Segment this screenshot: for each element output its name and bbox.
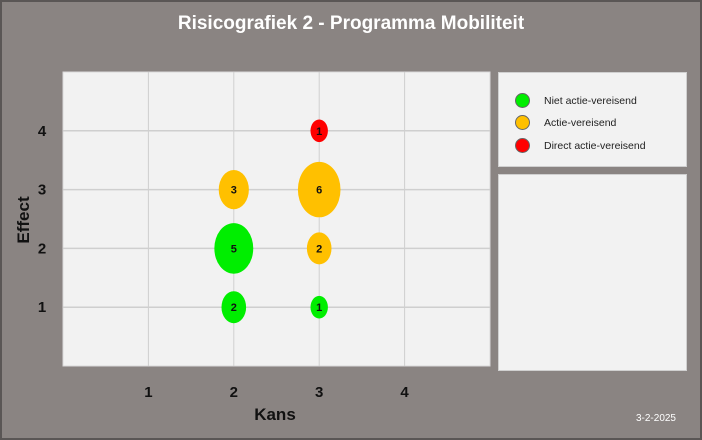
y-tick-label: 1 (38, 299, 46, 316)
y-axis-label: Effect (14, 196, 33, 244)
bubble-label: 1 (316, 302, 322, 314)
x-axis-label: Kans (254, 405, 296, 424)
bubble (214, 223, 254, 274)
x-tick-label: 3 (315, 384, 323, 401)
legend-green-dot-icon (515, 93, 530, 108)
y-tick-label: 3 (38, 182, 46, 199)
plot-background (62, 71, 491, 367)
legend-label: Actie-vereisend (544, 116, 617, 129)
bubble-label: 6 (316, 185, 322, 197)
bubble-label: 2 (231, 302, 237, 314)
bubble-label: 3 (231, 185, 237, 197)
y-tick-label: 2 (38, 240, 46, 257)
chart-title: Risicografiek 2 - Programma Mobiliteit (177, 13, 525, 34)
legend-item-direct: Direct actie-vereisend (515, 138, 646, 153)
bubble (297, 161, 341, 218)
bubble-label: 5 (231, 243, 237, 255)
date-label: 3-2-2025 (635, 413, 676, 424)
legend-red-dot-icon (515, 138, 530, 153)
x-tick-label: 1 (144, 384, 152, 401)
empty-panel (498, 174, 687, 371)
legend-item-actie: Actie-vereisend (515, 115, 616, 130)
bubble (218, 170, 249, 210)
y-tick-label: 4 (38, 123, 47, 140)
x-tick-label: 2 (230, 384, 238, 401)
legend-orange-dot-icon (515, 115, 530, 130)
bubble (310, 295, 328, 319)
legend-label: Direct actie-vereisend (544, 139, 646, 152)
legend: Niet actie-vereisend Actie-vereisend Dir… (498, 72, 687, 167)
bubble (310, 119, 328, 143)
legend-item-niet: Niet actie-vereisend (515, 93, 637, 108)
bubble-label: 1 (316, 126, 322, 138)
bubble (306, 232, 332, 265)
bubble-label: 2 (316, 243, 322, 255)
x-tick-label: 4 (400, 384, 409, 401)
legend-label: Niet actie-vereisend (544, 94, 637, 107)
bubble (221, 291, 247, 324)
